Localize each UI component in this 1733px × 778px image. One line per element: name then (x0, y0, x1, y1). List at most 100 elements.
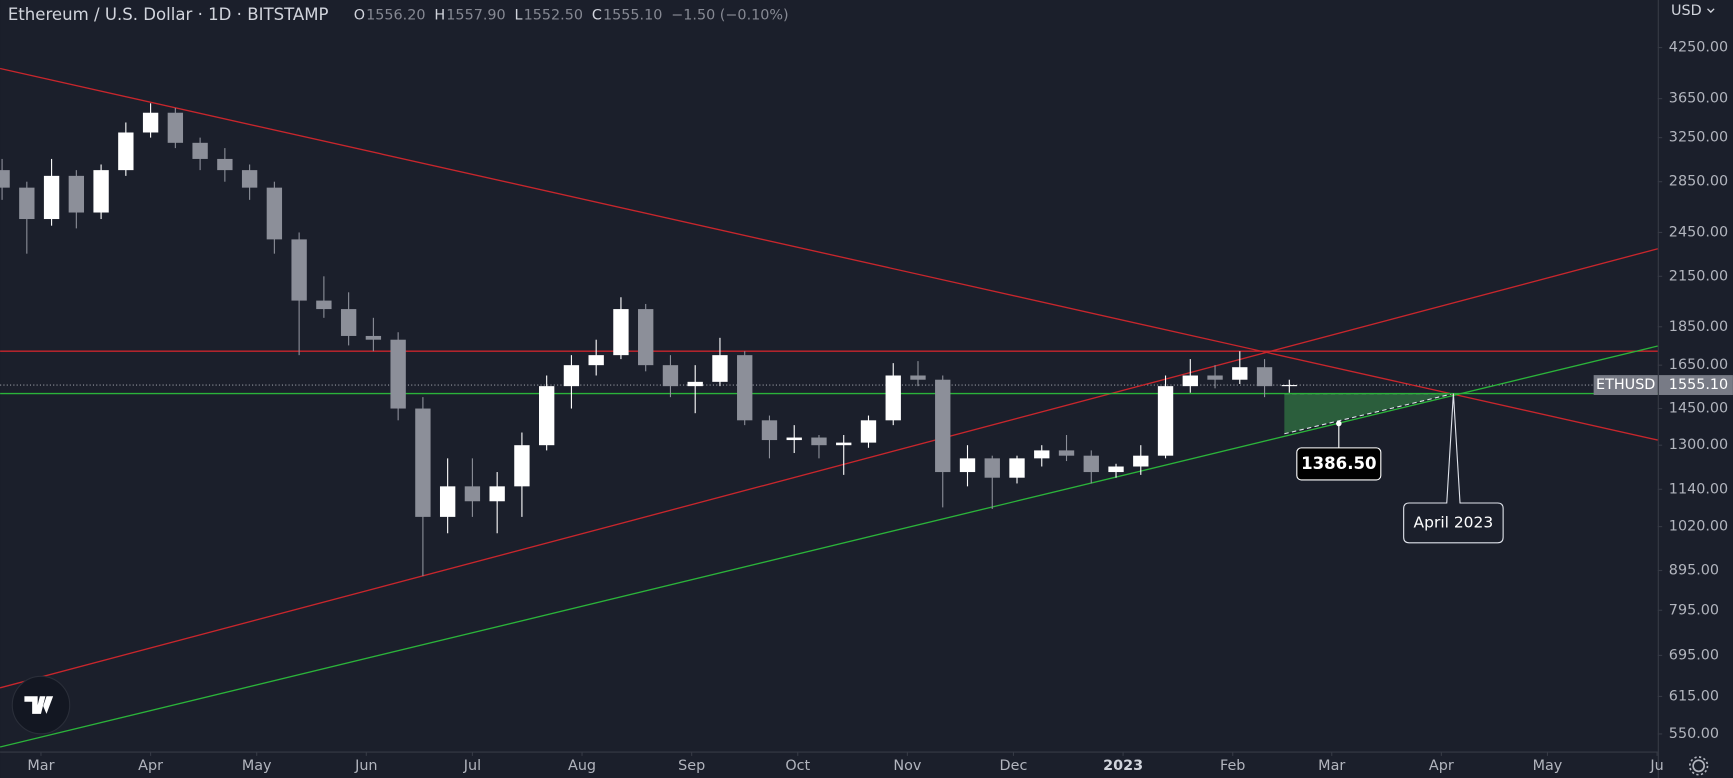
currency-chevron[interactable] (1707, 8, 1715, 14)
change: −1.50 (−0.10%) (671, 7, 788, 23)
candle-body (959, 458, 976, 473)
zone-edge (1284, 393, 1454, 435)
y-tick-label: 1850.00 (1669, 319, 1728, 335)
price-tag-label: 1555.10 (1669, 377, 1728, 393)
candle-body (192, 142, 208, 159)
candle-body (935, 379, 951, 473)
candle-body (860, 420, 877, 443)
y-tick-label: 2850.00 (1669, 174, 1728, 190)
candle-body (836, 442, 852, 446)
candle-body (662, 365, 679, 387)
candle-body (43, 175, 60, 220)
x-tick-label: Jun (354, 758, 377, 774)
currency[interactable]: USD (1671, 3, 1702, 19)
y-tick-label: 1450.00 (1669, 401, 1728, 417)
candle-body (563, 365, 580, 387)
candle-body (737, 355, 753, 421)
candle-body (761, 420, 778, 441)
candle-body (167, 112, 184, 143)
candle-body (291, 239, 307, 301)
candle-body (885, 375, 901, 421)
y-tick-label: 1300.00 (1669, 437, 1728, 453)
candle-body (1108, 466, 1124, 473)
candle-body (464, 486, 481, 502)
candle-body (910, 375, 926, 380)
trend-line (0, 67, 1658, 441)
candle-body (1157, 386, 1174, 456)
candle-body (984, 458, 1000, 478)
trend-line (0, 248, 1658, 689)
x-tick-label: Nov (893, 758, 922, 774)
candle-body (588, 355, 604, 366)
x-tick-label: Ju (1649, 758, 1663, 774)
logo[interactable] (11, 675, 71, 735)
candle-body (712, 355, 728, 382)
x-tick-label: May (242, 758, 272, 774)
candle-body (19, 187, 35, 220)
gear[interactable] (1692, 759, 1706, 773)
candle-body (514, 445, 530, 487)
y-tick-label: 2450.00 (1669, 224, 1728, 240)
candle-body (1058, 450, 1075, 456)
candle-body (390, 339, 406, 409)
ohlc-letter: L (515, 7, 523, 23)
x-tick-label: 2023 (1103, 758, 1143, 774)
x-tick-label: Oct (785, 758, 810, 774)
callout-box (1403, 393, 1504, 544)
candle-body (1256, 367, 1273, 387)
candle-body (613, 309, 629, 356)
callout-label: April 2023 (1414, 513, 1494, 531)
ohlc-value: 1556.20 (366, 7, 425, 23)
candle-body (489, 486, 505, 502)
x-tick-label: Apr (1429, 758, 1454, 774)
plot: 1386.50 April 2023 (0, 67, 1658, 748)
symbol-title[interactable]: Ethereum / U.S. Dollar · 1D · BITSTAMP (8, 5, 329, 24)
trend-line (0, 345, 1658, 748)
candle-body (1281, 385, 1297, 387)
candle-body (1207, 375, 1223, 380)
y-tick-label: 3650.00 (1669, 91, 1728, 107)
candle-body (118, 132, 134, 171)
x-tick-label: Jul (463, 758, 481, 774)
ohlc-value: 1552.50 (524, 7, 583, 23)
x-tick-label: Sep (678, 758, 705, 774)
y-tick-label: 615.00 (1669, 688, 1719, 704)
ohlc-value: 1557.90 (446, 7, 505, 23)
x-tick-label: Aug (568, 758, 596, 774)
candle-body (316, 300, 332, 310)
candle-body (1182, 375, 1198, 387)
ohlc-value: 1555.10 (603, 7, 662, 23)
candle-body (241, 170, 258, 188)
y-tick-label: 4250.00 (1669, 40, 1728, 56)
candle-body (68, 175, 85, 213)
candle-body (1034, 450, 1050, 459)
candle-body (340, 309, 357, 336)
callout-box (1296, 447, 1382, 481)
y-tick-label: 1020.00 (1669, 519, 1728, 535)
candle-body (811, 437, 827, 446)
settings-icon[interactable] (1688, 756, 1709, 776)
candle-body (638, 309, 654, 366)
gear-teeth[interactable] (1688, 756, 1709, 776)
candle-body (687, 381, 703, 387)
x-tick-label: Mar (27, 758, 54, 774)
candle-body (365, 335, 382, 340)
candle-body (266, 187, 283, 240)
symbol-tag-label: ETHUSD (1596, 377, 1655, 393)
y-tick-label: 1650.00 (1669, 357, 1728, 373)
callout-point (1336, 420, 1342, 427)
ui: Ethereum / U.S. Dollar · 1D · BITSTAMP U… (8, 3, 1733, 776)
y-tick-label: 795.00 (1669, 602, 1719, 618)
y-tick-label: 550.00 (1669, 726, 1719, 742)
candle-body (0, 170, 10, 188)
candle-body (1232, 367, 1248, 380)
candle-body (1009, 458, 1025, 478)
y-tick-label: 695.00 (1669, 647, 1719, 663)
logo-mark[interactable] (24, 696, 54, 714)
candle-body (1083, 455, 1099, 473)
ohlc-letter: H (434, 7, 445, 23)
candle-body (439, 486, 456, 517)
y-tick-label: 1140.00 (1669, 481, 1728, 497)
